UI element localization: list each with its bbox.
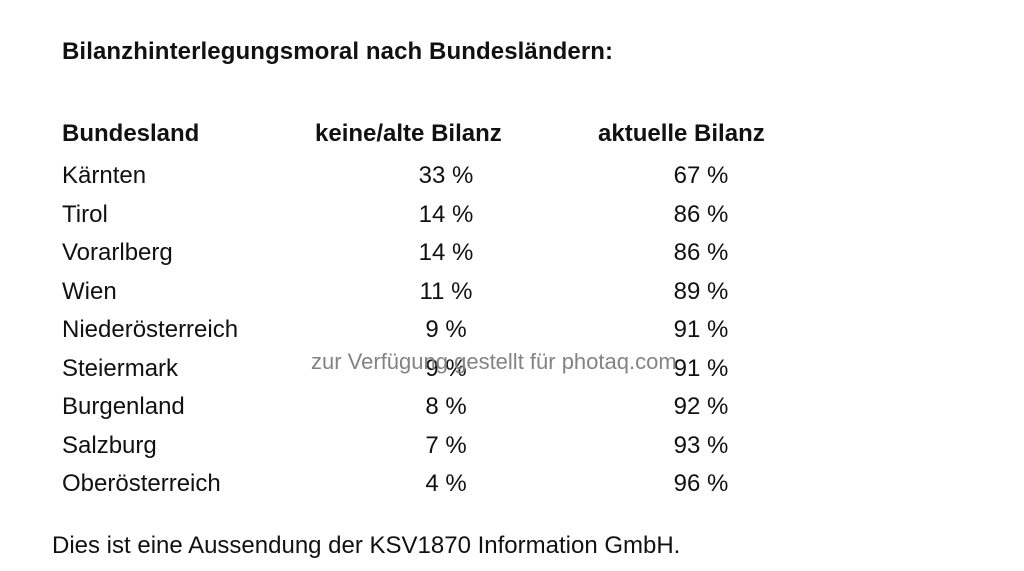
cell-bundesland: Oberösterreich [62,470,221,497]
cell-bundesland: Steiermark [62,354,179,382]
watermark-text: zur Verfügung gestellt für photaq.com [311,349,677,374]
cell-keine-alte-bilanz: 7 % [425,431,467,459]
cell-aktuelle-bilanz: 96 % [673,470,729,497]
cell-aktuelle-bilanz: 92 % [673,393,729,420]
cell-aktuelle-bilanz: 67 % [673,162,729,189]
header-bundesland: Bundesland [62,120,200,147]
footer-note: Dies ist eine Aussendung der KSV1870 Inf… [52,532,681,559]
cell-keine-alte-bilanz: 9 % [425,316,467,343]
cell-keine-alte-bilanz: 9 % [425,354,467,382]
cell-aktuelle-bilanz: 86 % [673,239,729,266]
cell-bundesland: Burgenland [62,393,185,420]
cell-aktuelle-bilanz: 91 % [673,316,729,343]
table-row: Oberösterreich 4 % 96 % [0,465,1024,504]
cell-aktuelle-bilanz: 89 % [673,277,729,305]
cell-aktuelle-bilanz: 93 % [673,431,729,459]
header-keine-alte-bilanz: keine/alte Bilanz [315,120,502,147]
table-row: Tirol 14 % 86 % [0,196,1024,235]
cell-keine-alte-bilanz: 14 % [418,239,474,266]
cell-keine-alte-bilanz: 33 % [418,162,474,189]
cell-aktuelle-bilanz: 86 % [673,200,729,228]
cell-bundesland: Niederösterreich [62,316,239,343]
table-row: Vorarlberg 14 % 86 % [0,234,1024,273]
header-aktuelle-bilanz: aktuelle Bilanz [598,120,765,147]
cell-bundesland: Wien [62,277,117,305]
table-body: Kärnten 33 % 67 % Tirol 14 % 86 % Vorarl… [0,157,1024,504]
table-row: Burgenland 8 % 92 % [0,388,1024,427]
cell-keine-alte-bilanz: 11 % [419,277,473,305]
cell-keine-alte-bilanz: 14 % [418,200,474,228]
cell-aktuelle-bilanz: 91 % [673,354,729,382]
cell-keine-alte-bilanz: 4 % [425,470,467,497]
table-row: Niederösterreich 9 % 91 % [0,311,1024,350]
table-row: Wien 11 % 89 % [0,273,1024,312]
cell-bundesland: Tirol [62,200,108,228]
cell-keine-alte-bilanz: 8 % [425,393,467,420]
table-row: Steiermark 9 % 91 % [0,350,1024,389]
page-title: Bilanzhinterlegungsmoral nach Bundesländ… [62,38,614,65]
table-row: Salzburg 7 % 93 % [0,427,1024,466]
cell-bundesland: Kärnten [62,162,147,189]
table-row: Kärnten 33 % 67 % [0,157,1024,196]
cell-bundesland: Salzburg [62,431,157,459]
cell-bundesland: Vorarlberg [62,239,173,266]
